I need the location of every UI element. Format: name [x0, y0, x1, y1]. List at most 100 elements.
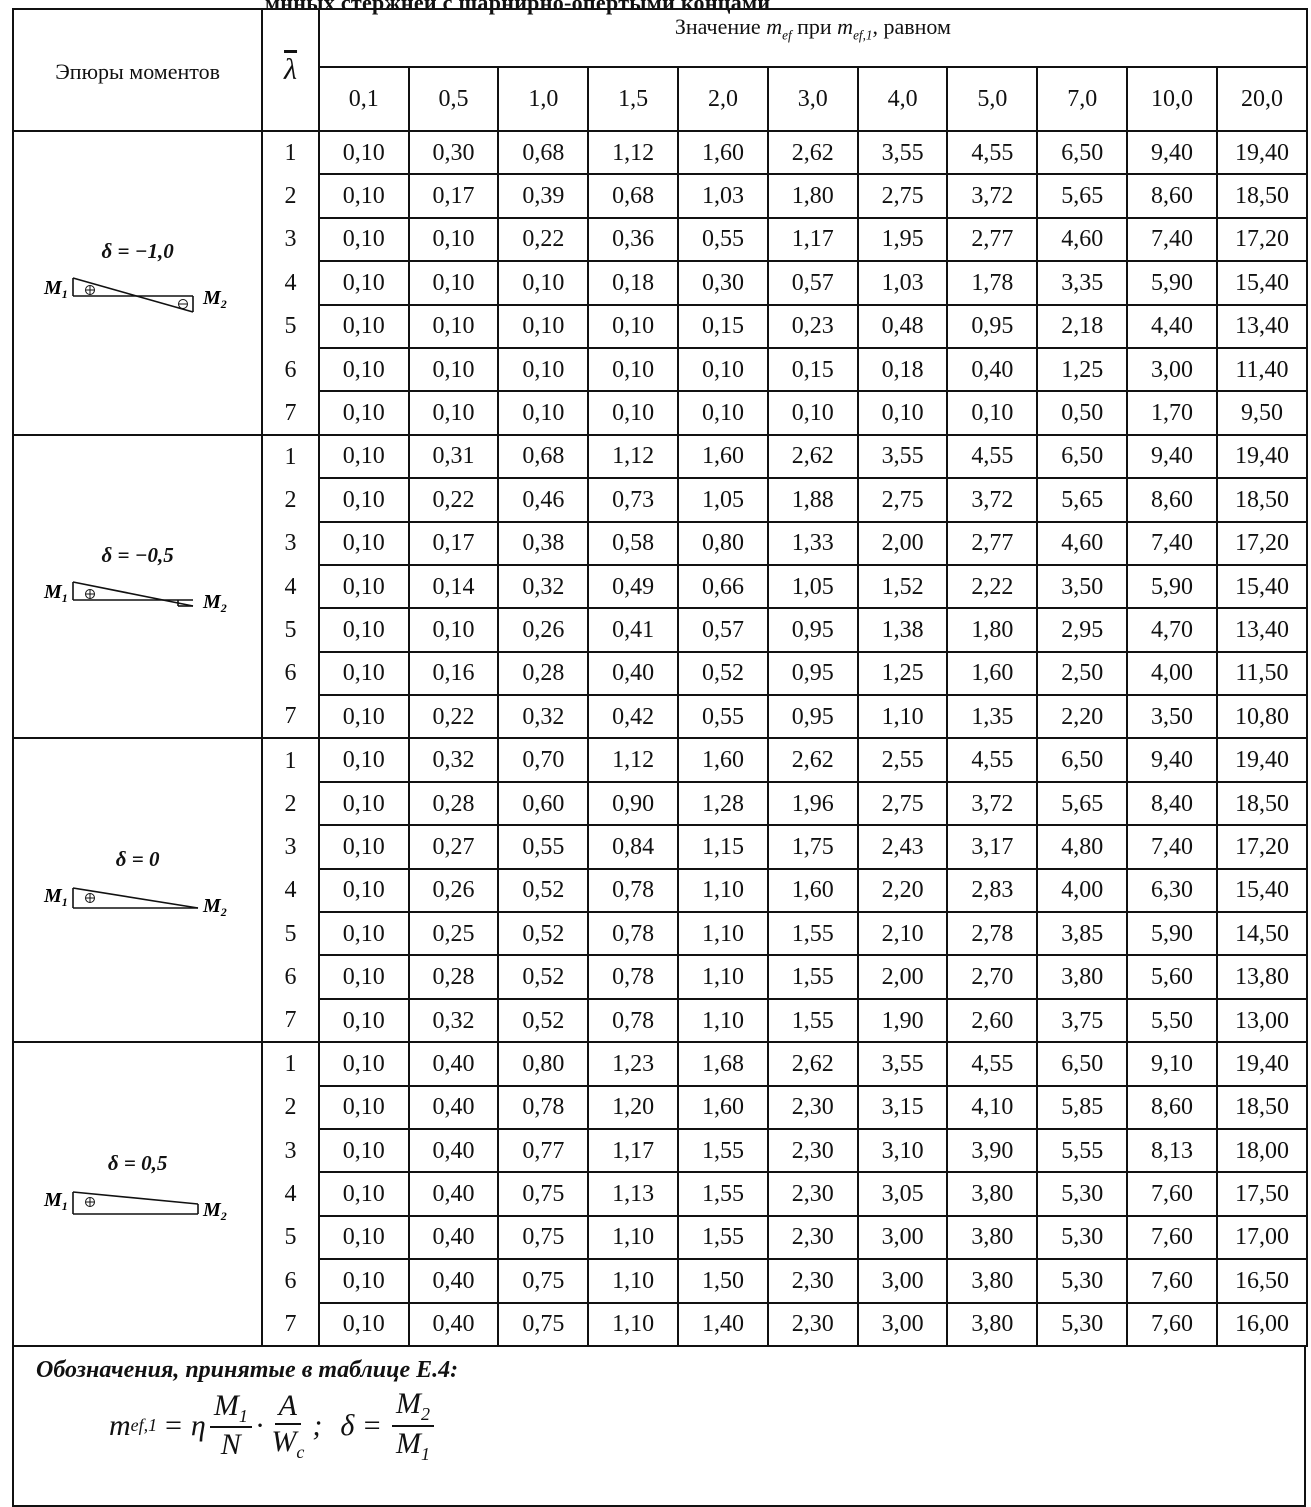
value-cell: 1,05 — [677, 477, 769, 523]
lambda-cell: 3 — [261, 825, 320, 869]
table-row: 5 0,10 0,25 0,52 0,78 1,10 1,55 2,10 2,78 3,85 5,9… — [13, 911, 1309, 957]
lambda-cell: 5 — [261, 608, 320, 652]
value-cell: 15,40 — [1215, 563, 1309, 610]
delta-label: δ = 0,5 — [107, 1150, 168, 1175]
m1-label: M1 — [43, 581, 68, 605]
value-cell: 4,55 — [946, 129, 1039, 176]
value-cell: 1,10 — [677, 911, 769, 957]
mef1-header-cell: 10,0 — [1126, 66, 1218, 132]
value-cell: 3,00 — [856, 1301, 949, 1347]
value-cell: 5,55 — [1036, 1127, 1129, 1174]
value-cell: 0,38 — [497, 520, 590, 566]
value-cell: 9,50 — [1215, 390, 1309, 436]
value-cell: 2,62 — [766, 129, 859, 176]
value-cell: 0,66 — [677, 563, 769, 610]
value-cell: 0,14 — [407, 563, 500, 610]
m1-label: M1 — [43, 277, 68, 301]
value-cell: 0,10 — [317, 780, 410, 827]
table-row: 5 0,10 0,10 0,10 0,10 0,15 0,23 0,48 0,95 2,18 4,4… — [13, 303, 1309, 349]
value-cell: 0,40 — [407, 1258, 500, 1304]
value-cell: 1,05 — [766, 563, 859, 610]
value-cell: 0,26 — [497, 607, 590, 653]
value-cell: 1,23 — [587, 1041, 680, 1087]
lambda-cell: 5 — [261, 1215, 320, 1260]
value-cell: 0,10 — [677, 390, 769, 436]
value-cell: 0,90 — [587, 780, 680, 827]
value-cell: 1,20 — [587, 1084, 680, 1130]
table-row: 3 0,10 0,10 0,22 0,36 0,55 1,17 1,95 2,77 4,60 7,4… — [13, 216, 1309, 263]
positive-sign-icon — [84, 1196, 95, 1207]
value-cell: 1,55 — [766, 911, 859, 957]
value-cell: 1,55 — [677, 1171, 769, 1217]
value-cell: 0,10 — [946, 390, 1039, 436]
value-cell: 1,52 — [856, 563, 949, 610]
value-cell: 0,18 — [587, 260, 680, 306]
value-cell: 0,18 — [856, 346, 949, 393]
m2-label: M2 — [202, 591, 227, 615]
value-cell: 1,03 — [677, 173, 769, 219]
value-cell: 0,10 — [317, 824, 410, 870]
value-cell: 2,78 — [946, 911, 1039, 957]
value-cell: 1,60 — [946, 650, 1039, 697]
value-cell: 0,17 — [407, 173, 500, 219]
value-cell: 3,00 — [1126, 346, 1218, 393]
lambda-cell: 1 — [261, 433, 320, 479]
table-row: δ = −1,0 M1 M2 1 0,10 0,30 0,68 1,12 1,60 2,62 3,5… — [11, 129, 1309, 436]
value-cell: 0,31 — [407, 433, 500, 480]
value-cell: 1,60 — [677, 1084, 769, 1130]
value-cell: 0,15 — [677, 303, 769, 349]
value-cell: 0,10 — [317, 303, 410, 349]
value-cell: 4,55 — [946, 737, 1039, 783]
value-cell: 0,78 — [497, 1084, 590, 1130]
value-cell: 0,10 — [317, 1301, 410, 1347]
value-cell: 0,10 — [317, 520, 410, 566]
value-cell: 0,10 — [587, 303, 680, 349]
value-cell: 0,16 — [407, 650, 500, 697]
lambda-cell: 2 — [261, 1085, 320, 1129]
value-cell: 0,10 — [407, 607, 500, 653]
table-row: 4 0,10 0,14 0,32 0,49 0,66 1,05 1,52 2,22 3,50 5,9… — [13, 563, 1309, 610]
table-row: 2 0,10 0,17 0,39 0,68 1,03 1,80 2,75 3,72 5,65 8,6… — [13, 173, 1309, 219]
value-cell: 5,90 — [1126, 911, 1218, 957]
lambda-cell: 1 — [261, 737, 320, 782]
value-cell: 9,10 — [1126, 1041, 1218, 1087]
value-cell: 0,10 — [317, 129, 410, 176]
table-row: 7 0,10 0,10 0,10 0,10 0,10 0,10 0,10 0,10 0,50 1,7… — [13, 390, 1309, 436]
value-cell: 18,50 — [1215, 477, 1309, 523]
mef1-header-cell: 1,5 — [587, 66, 680, 132]
lambda-cell: 6 — [261, 347, 320, 392]
lambda-cell: 3 — [261, 1128, 320, 1173]
lambda-cell: 4 — [261, 868, 320, 913]
value-cell: 3,00 — [856, 1214, 949, 1261]
value-cell: 0,10 — [497, 346, 590, 393]
value-cell: 0,68 — [497, 433, 590, 480]
value-cell: 2,30 — [766, 1301, 859, 1347]
value-cell: 0,10 — [317, 1127, 410, 1174]
value-cell: 2,30 — [766, 1258, 859, 1304]
value-cell: 0,57 — [766, 260, 859, 306]
value-cell: 0,68 — [497, 129, 590, 176]
value-cell: 0,26 — [407, 867, 500, 914]
value-cell: 5,90 — [1126, 563, 1218, 610]
value-cell: 0,32 — [497, 563, 590, 610]
value-cell: 4,60 — [1036, 520, 1129, 566]
value-cell: 2,77 — [946, 520, 1039, 566]
table-row: 6 0,10 0,28 0,52 0,78 1,10 1,55 2,00 2,70 3,80 5,6… — [13, 954, 1309, 1000]
m1-label: M1 — [43, 1189, 68, 1213]
value-cell: 1,13 — [587, 1171, 680, 1217]
fraction-m2-m1: M2 M1 — [392, 1387, 435, 1464]
value-cell: 3,75 — [1036, 997, 1129, 1044]
value-cell: 0,10 — [317, 694, 410, 740]
value-cell: 1,12 — [587, 129, 680, 176]
lambda-cell: 6 — [261, 955, 320, 999]
table-row: 4 0,10 0,10 0,10 0,18 0,30 0,57 1,03 1,78 3,35 5,9… — [13, 260, 1309, 306]
value-cell: 1,10 — [677, 867, 769, 914]
value-cell: 0,80 — [497, 1041, 590, 1087]
value-cell: 3,50 — [1126, 694, 1218, 740]
value-cell: 17,20 — [1215, 520, 1309, 566]
value-cell: 2,75 — [856, 173, 949, 219]
table-row: 3 0,10 0,40 0,77 1,17 1,55 2,30 3,10 3,90 5,55 8,1… — [13, 1127, 1309, 1174]
value-cell: 0,73 — [587, 477, 680, 523]
value-cell: 0,10 — [407, 260, 500, 306]
value-cell: 2,00 — [856, 954, 949, 1000]
